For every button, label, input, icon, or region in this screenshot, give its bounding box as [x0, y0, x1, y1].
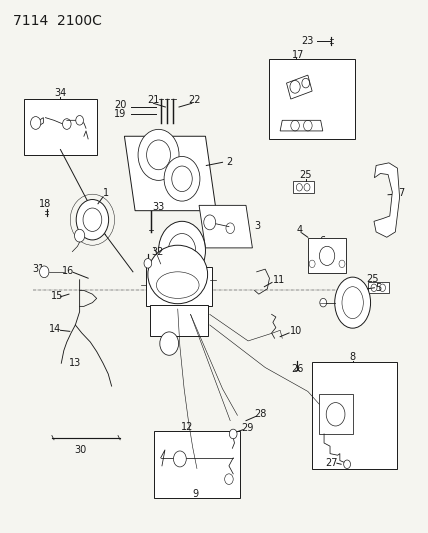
Text: 17: 17: [291, 50, 304, 60]
Text: 5: 5: [375, 283, 381, 293]
Polygon shape: [286, 75, 312, 99]
Ellipse shape: [335, 277, 371, 328]
Text: 13: 13: [69, 358, 81, 368]
Text: 3: 3: [255, 221, 261, 231]
Polygon shape: [368, 282, 389, 293]
Polygon shape: [125, 136, 216, 211]
Circle shape: [62, 119, 71, 130]
Circle shape: [229, 429, 237, 439]
Text: 25: 25: [300, 170, 312, 180]
Circle shape: [74, 229, 85, 242]
Bar: [154, 431, 240, 498]
Circle shape: [173, 451, 186, 467]
Text: 10: 10: [290, 326, 302, 336]
Ellipse shape: [160, 332, 178, 356]
Circle shape: [225, 474, 233, 484]
Polygon shape: [374, 163, 400, 237]
Bar: [24, 99, 97, 155]
Text: 7: 7: [398, 188, 404, 198]
Circle shape: [204, 215, 216, 230]
Text: 22: 22: [189, 94, 201, 104]
Text: 11: 11: [273, 276, 285, 285]
Text: 34: 34: [54, 88, 66, 98]
Ellipse shape: [164, 157, 200, 201]
Bar: [270, 59, 355, 139]
Text: 2: 2: [226, 157, 232, 167]
Text: 30: 30: [75, 445, 87, 455]
Circle shape: [76, 116, 83, 125]
Polygon shape: [280, 120, 323, 131]
Text: 32: 32: [151, 247, 163, 256]
Polygon shape: [293, 181, 314, 193]
Bar: [146, 266, 212, 306]
Circle shape: [39, 266, 49, 278]
Text: 33: 33: [152, 202, 164, 212]
Text: 12: 12: [181, 422, 194, 432]
Text: 6: 6: [320, 236, 326, 246]
Text: 15: 15: [51, 290, 63, 301]
Text: 28: 28: [254, 409, 266, 419]
Text: 9: 9: [193, 489, 199, 499]
Text: 19: 19: [114, 109, 127, 119]
Ellipse shape: [158, 221, 205, 280]
Ellipse shape: [76, 199, 109, 240]
Bar: [150, 305, 208, 336]
Circle shape: [344, 460, 351, 469]
Text: 20: 20: [114, 100, 127, 110]
Text: 21: 21: [147, 94, 160, 104]
Text: 8: 8: [350, 352, 356, 362]
Text: 24: 24: [333, 247, 345, 256]
Ellipse shape: [148, 245, 208, 304]
Text: 14: 14: [49, 324, 62, 334]
Text: 1: 1: [104, 188, 110, 198]
Bar: [318, 394, 353, 434]
Text: 26: 26: [291, 364, 303, 374]
Text: 29: 29: [241, 423, 253, 433]
Ellipse shape: [138, 130, 179, 180]
Polygon shape: [199, 205, 253, 248]
Text: 16: 16: [62, 266, 74, 276]
Text: 27: 27: [325, 458, 338, 468]
Bar: [312, 362, 398, 469]
Text: 18: 18: [39, 199, 52, 209]
Text: 7114  2100C: 7114 2100C: [14, 14, 102, 28]
Text: 23: 23: [302, 36, 314, 46]
Circle shape: [320, 298, 327, 307]
Text: 31: 31: [33, 264, 45, 274]
Circle shape: [144, 259, 152, 268]
Bar: [308, 238, 346, 273]
Text: 25: 25: [366, 274, 379, 284]
Circle shape: [30, 117, 41, 130]
Text: 4: 4: [296, 225, 303, 236]
